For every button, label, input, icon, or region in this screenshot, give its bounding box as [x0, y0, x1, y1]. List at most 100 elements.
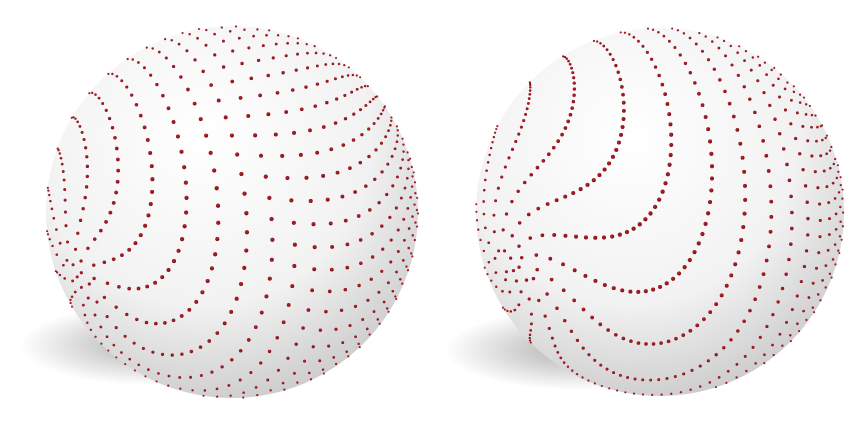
sample-point	[395, 125, 398, 128]
sample-point	[151, 350, 155, 354]
sample-point	[826, 248, 830, 252]
sample-point	[708, 310, 713, 315]
sample-point	[359, 261, 363, 265]
sample-point	[238, 95, 243, 100]
sample-point	[710, 40, 714, 43]
sample-point	[179, 149, 184, 154]
sample-point	[87, 282, 91, 286]
sample-point	[637, 39, 640, 43]
sample-point	[151, 47, 154, 50]
sample-point	[145, 138, 150, 142]
sample-point	[778, 95, 782, 99]
sample-point	[371, 97, 375, 101]
sample-point	[563, 318, 567, 323]
sample-point	[825, 134, 829, 137]
sample-point	[599, 363, 603, 367]
sample-point	[700, 231, 705, 237]
sample-point	[771, 343, 774, 347]
sample-point	[62, 263, 65, 267]
sample-point	[611, 57, 615, 62]
sample-point	[561, 262, 565, 267]
sample-point	[296, 41, 299, 45]
sample-point	[387, 129, 390, 132]
sample-point	[751, 56, 755, 59]
sample-point	[494, 285, 498, 288]
sample-point	[113, 136, 117, 140]
sample-point	[89, 328, 93, 331]
sample-point	[99, 228, 103, 233]
sample-point	[725, 381, 728, 384]
sample-point	[743, 197, 748, 202]
sample-point	[329, 147, 334, 152]
sample-point	[722, 346, 726, 350]
sample-point	[321, 173, 326, 178]
sample-point	[221, 65, 226, 69]
sample-point	[641, 378, 645, 382]
sample-point	[141, 346, 145, 350]
sample-point	[93, 313, 97, 317]
sample-point	[648, 211, 653, 216]
sample-point	[144, 320, 149, 325]
sample-point	[58, 241, 62, 245]
sample-point	[80, 130, 84, 134]
sample-point	[510, 147, 515, 151]
sample-point	[636, 289, 641, 294]
sample-point	[81, 303, 85, 307]
sample-point	[286, 41, 289, 45]
sample-point	[835, 176, 839, 180]
sample-point	[353, 304, 358, 308]
sample-point	[563, 233, 568, 238]
sample-point	[133, 369, 136, 372]
sample-point	[315, 82, 320, 86]
sample-point	[553, 344, 557, 348]
sample-point	[805, 200, 809, 204]
sample-point	[600, 384, 603, 388]
sample-point	[840, 238, 843, 241]
sample-point	[383, 105, 386, 108]
sample-point	[220, 365, 224, 369]
sample-point	[839, 220, 842, 223]
sample-point	[360, 85, 363, 89]
sample-point	[314, 51, 318, 55]
sample-point	[321, 125, 326, 129]
sample-point	[517, 221, 522, 225]
sample-point	[366, 84, 369, 88]
sample-point	[673, 46, 677, 50]
sample-point	[296, 37, 299, 40]
sample-point	[709, 176, 715, 181]
sample-point	[238, 281, 244, 287]
sample-point	[235, 152, 240, 157]
sample-point	[171, 120, 176, 124]
sample-point	[84, 146, 88, 150]
sample-point	[324, 63, 328, 66]
sample-point	[145, 46, 148, 49]
sample-point	[301, 326, 305, 330]
sample-point	[709, 151, 714, 156]
sample-point	[548, 256, 553, 261]
sample-point	[160, 352, 165, 356]
sample-point	[64, 224, 68, 228]
sample-point	[837, 191, 841, 194]
sample-point	[292, 242, 297, 247]
sample-point	[560, 132, 564, 137]
sample-point	[86, 246, 90, 250]
sample-point	[401, 282, 404, 285]
sample-point	[146, 213, 151, 218]
sample-point	[215, 387, 219, 391]
sample-point	[621, 92, 625, 97]
sample-point	[602, 282, 607, 287]
sample-point	[520, 255, 524, 260]
sample-point	[131, 58, 134, 61]
sample-point	[128, 357, 132, 361]
sample-point	[571, 99, 576, 104]
sample-point	[509, 310, 513, 313]
sample-point	[487, 241, 491, 245]
sample-point	[700, 103, 705, 108]
sample-point	[70, 305, 74, 308]
sample-point	[614, 147, 619, 152]
sample-point	[837, 170, 840, 173]
sample-point	[343, 287, 348, 292]
sample-point	[546, 152, 551, 157]
sample-point	[593, 358, 597, 362]
sample-point	[367, 154, 371, 159]
